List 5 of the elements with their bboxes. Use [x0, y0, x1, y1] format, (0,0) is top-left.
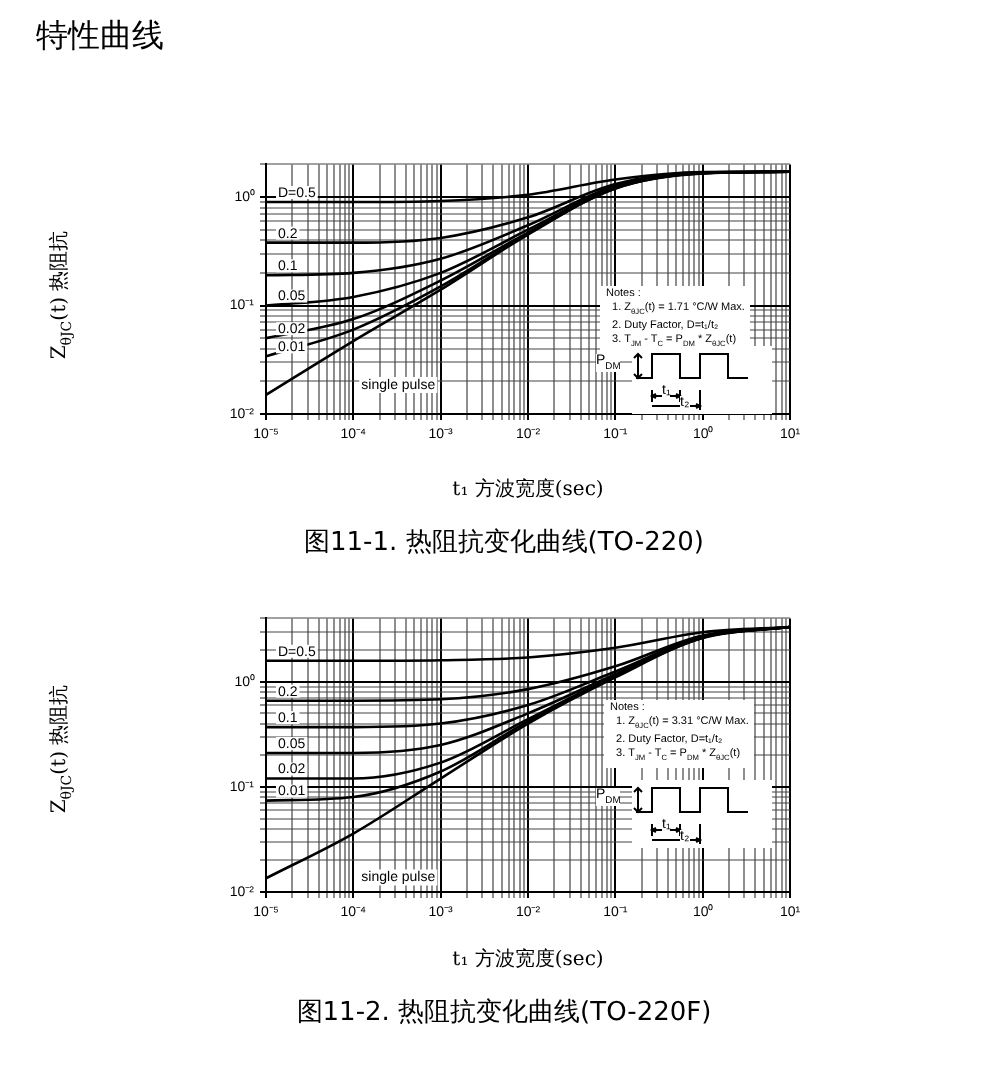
- text: 图11-2. 热阻抗变化曲线(TO-220F): [294, 996, 714, 1030]
- text: 特性曲线: [36, 16, 164, 58]
- x-axis-title: t₁ 方波宽度(sec): [452, 947, 604, 972]
- x-axis-title: t₁ 方波宽度(sec): [452, 477, 604, 502]
- text: 图11-1. 热阻抗变化曲线(TO-220): [302, 526, 706, 560]
